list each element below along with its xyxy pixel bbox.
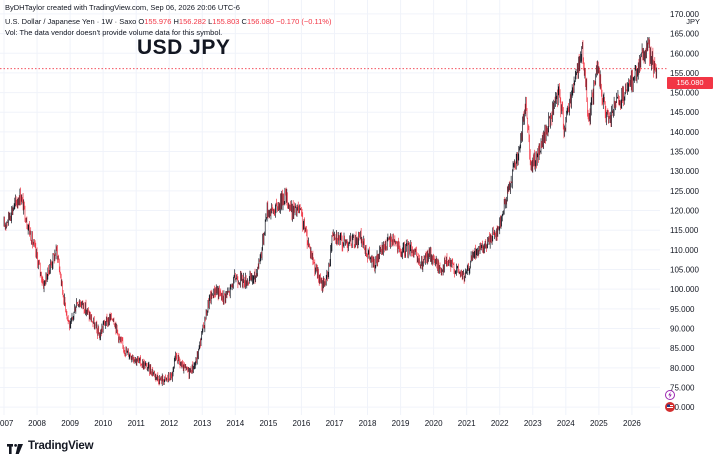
- y-tick-label: 85.000: [670, 344, 695, 353]
- flash-icon[interactable]: [665, 390, 675, 400]
- y-tick-label: 115.000: [670, 226, 699, 235]
- open-key: O: [138, 17, 145, 26]
- y-tick-label: 160.000: [670, 49, 699, 58]
- y-tick-label: 150.000: [670, 89, 699, 98]
- y-tick-label: 145.000: [670, 108, 699, 117]
- x-tick-label: 2023: [524, 419, 542, 428]
- y-tick-label: 125.000: [670, 187, 699, 196]
- y-tick-label: 110.000: [670, 246, 699, 255]
- y-tick-label: 75.000: [670, 383, 695, 392]
- currency-label: JPY: [686, 17, 700, 26]
- change-value: −0.170 (−0.11%): [276, 17, 332, 26]
- x-tick-label: 2008: [28, 419, 46, 428]
- x-tick-label: 2019: [392, 419, 410, 428]
- x-tick-label: 007: [0, 419, 14, 428]
- x-tick-label: 2012: [160, 419, 178, 428]
- candlestick-series: [3, 36, 658, 386]
- attribution-text: ByDHTaylor created with TradingView.com,…: [5, 3, 240, 12]
- x-tick-label: 2018: [359, 419, 377, 428]
- high-value: 156.282: [178, 17, 207, 26]
- y-tick-label: 135.000: [670, 148, 699, 157]
- last-price-tag: 156.080: [667, 77, 713, 89]
- volume-note: Vol: The data vendor doesn't provide vol…: [5, 28, 223, 37]
- symbol-description: U.S. Dollar / Japanese Yen · 1W · Saxo: [5, 17, 137, 26]
- y-tick-label: 170.000: [670, 10, 699, 19]
- brand-name: TradingView: [28, 440, 94, 452]
- x-tick-label: 2014: [226, 419, 244, 428]
- x-tick-label: 2016: [293, 419, 311, 428]
- y-tick-label: 140.000: [670, 128, 699, 137]
- x-tick-label: 2015: [259, 419, 277, 428]
- y-tick-label: 100.000: [670, 285, 699, 294]
- x-tick-label: 2026: [623, 419, 641, 428]
- x-tick-label: 2022: [491, 419, 509, 428]
- chart-grid: [0, 0, 660, 415]
- price-axis[interactable]: 70.000 75.000 80.000 85.000 90.000 95.000 100.…: [670, 10, 699, 412]
- chart-title: USD JPY: [137, 36, 231, 59]
- close-value: 156.080: [246, 17, 275, 26]
- low-key: L: [208, 17, 213, 26]
- x-tick-label: 2009: [61, 419, 79, 428]
- us-flag-icon[interactable]: [665, 402, 675, 412]
- x-tick-label: 2011: [128, 419, 146, 428]
- y-tick-label: 90.000: [670, 324, 695, 333]
- x-tick-label: 2024: [557, 419, 575, 428]
- time-axis[interactable]: 007 2008 2009 2010 2011 2012 2013 2014 2015 2016 2…: [0, 419, 641, 428]
- y-tick-label: 155.000: [670, 69, 699, 78]
- high-key: H: [173, 17, 179, 26]
- low-value: 155.803: [212, 17, 240, 26]
- y-tick-label: 80.000: [670, 364, 695, 373]
- y-tick-label: 95.000: [670, 305, 695, 314]
- x-tick-label: 2021: [458, 419, 476, 428]
- y-tick-label: 70.000: [670, 403, 695, 412]
- tradingview-brand[interactable]: TradingView: [7, 440, 94, 454]
- open-value: 155.976: [144, 17, 172, 26]
- x-tick-label: 2010: [94, 419, 112, 428]
- x-tick-label: 2017: [326, 419, 344, 428]
- x-tick-label: 2025: [590, 419, 608, 428]
- y-tick-label: 130.000: [670, 167, 699, 176]
- y-tick-label: 105.000: [670, 266, 699, 275]
- x-tick-label: 2013: [193, 419, 211, 428]
- x-tick-label: 2020: [425, 419, 443, 428]
- tradingview-logo-icon: [7, 441, 23, 454]
- close-key: C: [241, 17, 247, 26]
- y-tick-label: 165.000: [670, 30, 699, 39]
- y-tick-label: 120.000: [670, 207, 699, 216]
- symbol-legend[interactable]: U.S. Dollar / Japanese Yen · 1W · Saxo O…: [5, 17, 331, 26]
